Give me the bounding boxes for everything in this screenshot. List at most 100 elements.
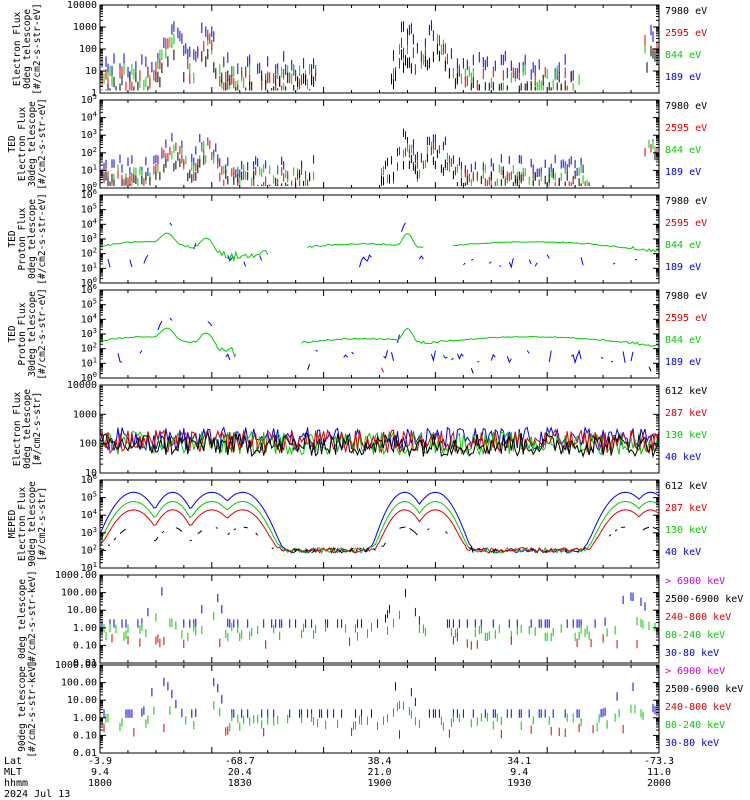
y-tick-exponent: 1 — [93, 261, 97, 269]
plot-frame — [99, 479, 660, 569]
y-axis-title-line: Electron Flux — [12, 392, 23, 467]
y-tick-label: 105 — [81, 298, 97, 311]
y-tick-label: 104 — [81, 508, 97, 521]
y-tick-label: 106 — [81, 473, 97, 486]
series-844-ev — [99, 33, 656, 91]
y-axis-title-line: [#/cm2-s-str-eV] — [37, 193, 48, 285]
y-tick-label: 103 — [81, 526, 97, 539]
y-tick-exponent: 5 — [93, 298, 97, 306]
lat-tick-label: 34.1 — [507, 756, 531, 767]
legend-entry: 2595 eV — [665, 123, 707, 134]
y-tick-label: 100 — [79, 44, 97, 55]
y-axis-title-line: 90deg telescope — [17, 666, 28, 752]
y-tick-exponent: 5 — [93, 93, 97, 101]
series-30-80-kev — [103, 677, 658, 718]
y-axis-title-line: [#/cm2-s-str] — [37, 487, 48, 561]
legend-entry: > 6900 keV — [665, 666, 725, 677]
y-tick-exponent: 4 — [93, 111, 97, 119]
y-tick-label: 105 — [81, 93, 97, 106]
y-tick-label: 1.00 — [73, 713, 97, 724]
y-axis-title-line: 90deg telescope — [27, 481, 38, 567]
y-axis-title-line: [#/cm2-s-str-eV] — [37, 288, 48, 380]
legend-entry: 7980 eV — [665, 196, 707, 207]
y-tick-label: 101 — [81, 261, 97, 274]
y-tick-exponent: 4 — [93, 508, 97, 516]
series-287-kev — [99, 428, 660, 455]
y-tick-label: 102 — [81, 342, 97, 355]
y-axis-title-line: TED — [7, 230, 18, 247]
y-axis-title-line: 0deg telescope — [22, 389, 33, 469]
legend-entry: 130 keV — [665, 525, 707, 536]
y-tick-exponent: 3 — [93, 232, 97, 240]
lat-tick-label: -3.9 — [88, 756, 112, 767]
series-7980-ev — [103, 149, 660, 186]
hhmm-tick-label: 1900 — [367, 778, 391, 789]
legend-entry: 40 keV — [665, 547, 701, 558]
legend-entry: 287 keV — [665, 503, 707, 514]
hhmm-tick-label: 1930 — [507, 778, 531, 789]
y-axis-title-line: 0deg telescope — [17, 579, 28, 659]
y-axis-title-line: 0deg telescope — [22, 9, 33, 89]
series-80-240-kev — [103, 700, 660, 732]
y-tick-label: 1000.00 — [55, 660, 97, 671]
legend-entry: 612 keV — [665, 386, 707, 397]
y-axis-title-line: Electron Flux — [17, 487, 28, 562]
legend-entry: 844 eV — [665, 145, 701, 156]
mlt-tick-label: 11.0 — [647, 767, 671, 778]
legend-entry: > 6900 keV — [665, 576, 725, 587]
series-240-800-kev — [111, 632, 638, 650]
panel-7: 1000.00 100.00 10.00 1.00 0.10 0.01 0deg teles… — [17, 570, 743, 669]
y-tick-label: 106 — [81, 188, 97, 201]
y-tick-label: 105 — [81, 203, 97, 216]
y-tick-label: 103 — [81, 232, 97, 245]
legend-entry: 189 eV — [665, 72, 701, 83]
y-tick-label: 103 — [81, 128, 97, 141]
legend-entry: 287 keV — [665, 408, 707, 419]
series-844-ev — [99, 327, 660, 355]
legend-entry: 7980 eV — [665, 6, 707, 17]
lat-tick-label: -68.7 — [225, 756, 255, 767]
series-2595-ev — [382, 366, 572, 372]
mlt-tick-label: 20.4 — [228, 767, 252, 778]
mlt-row-label: MLT — [4, 767, 22, 778]
series-844-ev — [99, 232, 660, 263]
series-612-kev — [99, 526, 660, 554]
hhmm-tick-label: 2000 — [647, 778, 671, 789]
y-tick-label: 105 — [81, 491, 97, 504]
plot-frame — [99, 289, 660, 379]
y-tick-exponent: 6 — [93, 283, 97, 291]
y-axis-title-line: 30deg telescope — [27, 291, 38, 377]
y-tick-exponent: 3 — [93, 128, 97, 136]
series-7980-ev — [307, 364, 652, 374]
y-axis-title-line: 30deg telescope — [27, 101, 38, 187]
y-tick-label: 10000 — [67, 0, 97, 11]
y-tick-exponent: 0 — [93, 276, 97, 284]
series-287-kev — [99, 509, 660, 554]
panel-5: 10000 1000 100 10 Electron Flux 0deg telescop… — [12, 380, 707, 479]
legend-entry: 240-800 keV — [665, 612, 731, 623]
y-tick-label: 1.00 — [73, 623, 97, 634]
y-axis-title-line: Proton Flux — [17, 207, 28, 270]
legend-entry: 189 eV — [665, 357, 701, 368]
legend-entry: 240-800 keV — [665, 702, 731, 713]
series-80-240-kev — [103, 610, 656, 642]
y-tick-label: 10 — [85, 66, 97, 77]
hhmm-tick-label: 1800 — [88, 778, 112, 789]
series-30-80-kev — [101, 587, 660, 628]
y-tick-label: 100.00 — [61, 588, 97, 599]
y-tick-exponent: 2 — [93, 342, 97, 350]
y-tick-label: 0.10 — [73, 640, 97, 651]
y-tick-label: 101 — [81, 163, 97, 176]
series-189-ev — [108, 223, 659, 267]
y-tick-label: 101 — [81, 356, 97, 369]
lat-tick-label: 38.4 — [367, 756, 391, 767]
series-40-kev — [99, 491, 660, 555]
legend-entry: 80-240 keV — [665, 720, 725, 731]
y-tick-label: 1 — [91, 88, 97, 99]
legend-entry: 2595 eV — [665, 313, 707, 324]
y-tick-exponent: 2 — [93, 543, 97, 551]
y-tick-label: 102 — [81, 247, 97, 260]
y-tick-label: 104 — [81, 217, 97, 230]
y-tick-label: 102 — [81, 146, 97, 159]
